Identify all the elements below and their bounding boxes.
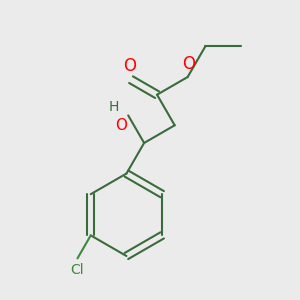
Text: Cl: Cl — [71, 263, 84, 277]
Text: H: H — [109, 100, 119, 114]
Text: O: O — [183, 56, 196, 74]
Text: O: O — [123, 57, 136, 75]
Text: O: O — [115, 118, 127, 134]
